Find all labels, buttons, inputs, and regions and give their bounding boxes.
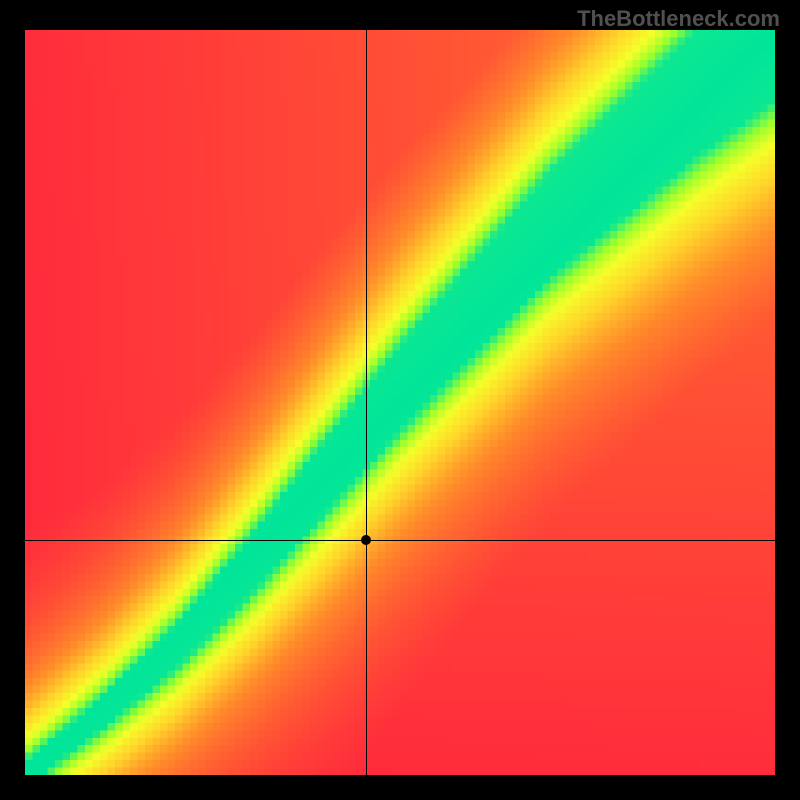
crosshair-horizontal bbox=[25, 540, 775, 541]
watermark: TheBottleneck.com bbox=[577, 6, 780, 32]
crosshair-point bbox=[361, 535, 371, 545]
crosshair-vertical bbox=[366, 30, 367, 775]
bottleneck-heatmap bbox=[25, 30, 775, 775]
heatmap-canvas bbox=[25, 30, 775, 775]
